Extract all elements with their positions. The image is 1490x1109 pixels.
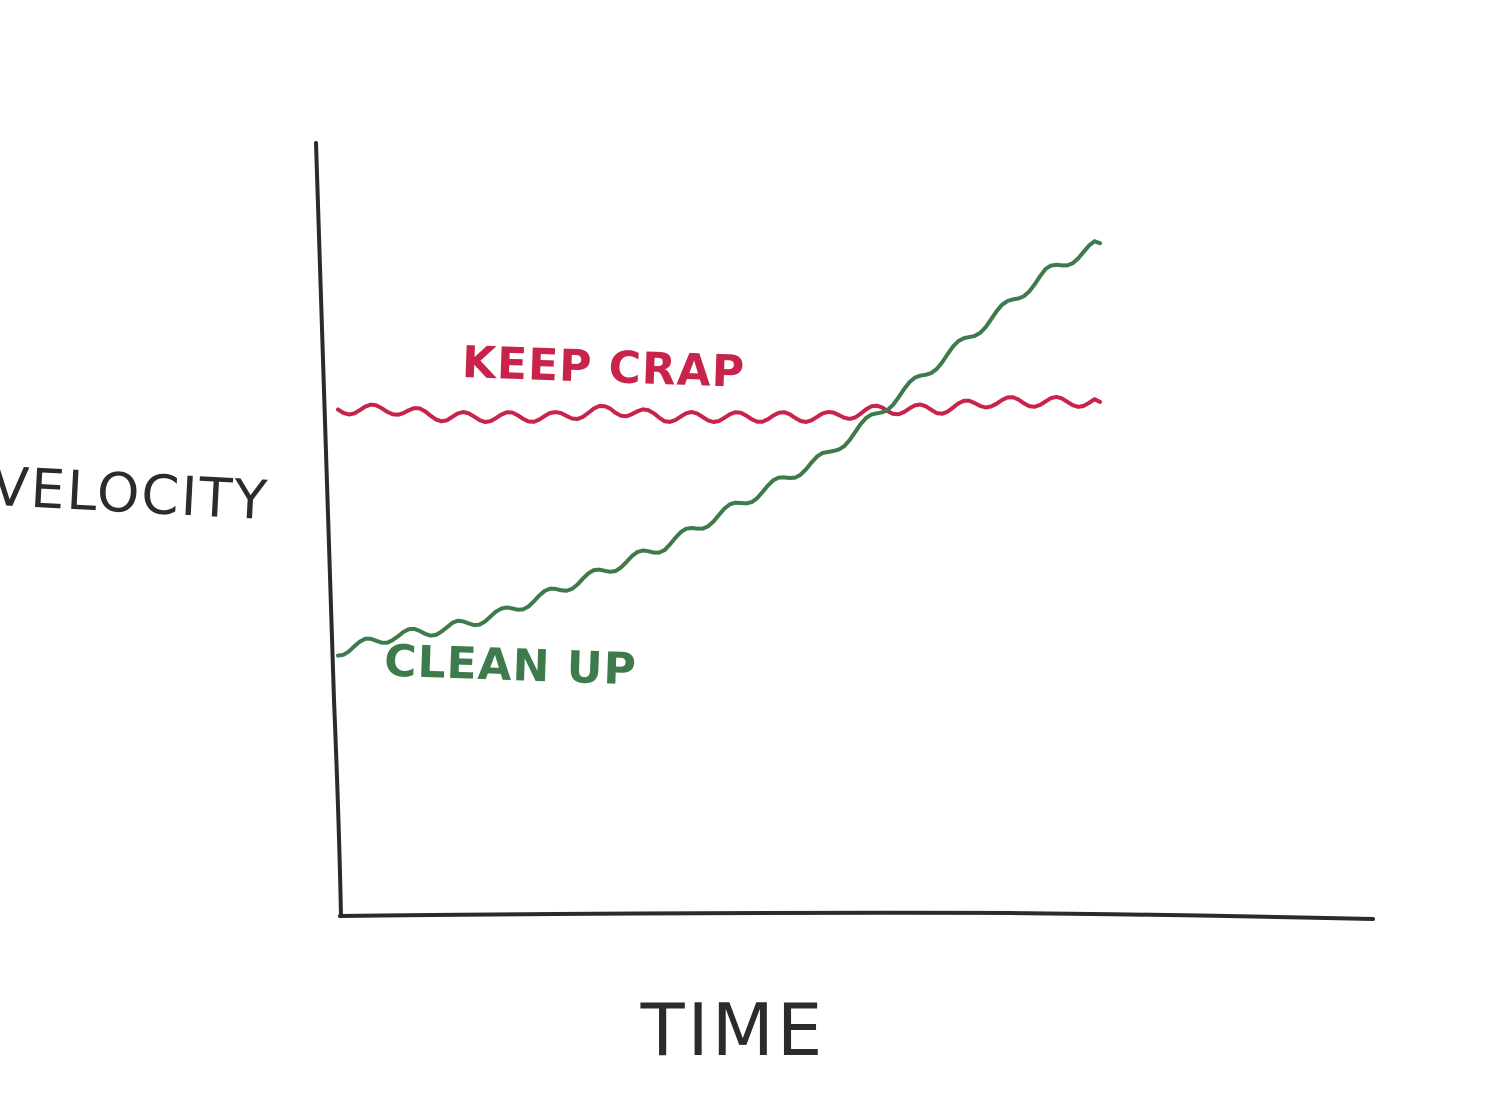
y-axis [314,141,343,918]
series-line-keep-crap [336,394,1102,424]
series-label-clean-up: CLEAN UP [383,636,637,696]
y-axis-label: VELOCITY [0,455,270,532]
label-layer: KEEP CRAP CLEAN UP [383,337,746,695]
x-axis [338,910,1375,921]
series-layer [336,239,1102,658]
series-line-clean-up [336,239,1102,658]
series-label-keep-crap: KEEP CRAP [461,337,746,398]
x-axis-label: TIME [640,988,826,1072]
